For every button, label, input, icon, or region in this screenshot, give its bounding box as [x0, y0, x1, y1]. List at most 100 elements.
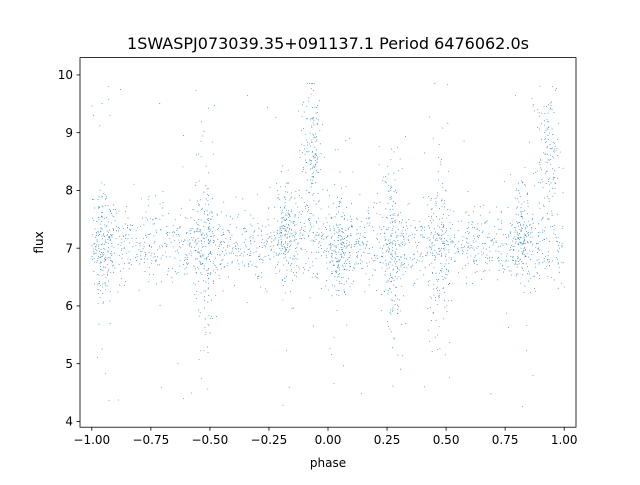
data-point — [432, 254, 434, 256]
data-point — [395, 243, 396, 245]
data-point — [287, 182, 288, 184]
data-point — [367, 210, 369, 212]
data-point — [257, 223, 259, 224]
data-point — [315, 182, 317, 184]
data-point — [151, 252, 153, 254]
data-point — [397, 256, 399, 257]
data-point — [532, 222, 534, 224]
data-point — [115, 230, 117, 232]
data-point — [539, 85, 541, 87]
data-point — [509, 250, 511, 251]
data-point — [249, 261, 251, 263]
data-point — [99, 189, 101, 191]
data-point — [486, 254, 488, 256]
data-point — [529, 259, 531, 260]
data-point — [149, 233, 151, 235]
data-point — [277, 254, 279, 256]
data-point — [185, 233, 187, 235]
data-point — [468, 221, 470, 223]
data-point — [408, 242, 410, 244]
data-point — [528, 270, 529, 272]
data-point — [542, 239, 544, 241]
data-point — [446, 239, 448, 241]
data-point — [542, 204, 544, 206]
data-point — [360, 244, 362, 246]
data-point — [311, 88, 313, 90]
data-point — [516, 207, 518, 209]
data-point — [515, 238, 516, 240]
data-point — [361, 267, 363, 269]
data-point — [479, 235, 480, 237]
data-point — [101, 228, 103, 230]
data-point — [331, 252, 333, 254]
data-point — [555, 256, 557, 258]
data-point — [99, 297, 101, 298]
data-point — [547, 129, 549, 131]
data-point — [335, 257, 336, 259]
x-tick-label: 0.75 — [492, 433, 519, 447]
data-point — [432, 272, 434, 273]
data-point — [393, 151, 395, 153]
data-point — [152, 219, 154, 221]
data-point — [205, 198, 207, 200]
data-point — [532, 375, 534, 377]
data-point — [547, 112, 549, 114]
data-point — [209, 212, 211, 214]
data-point — [289, 233, 291, 235]
data-point — [523, 237, 525, 239]
data-point — [345, 269, 347, 271]
data-point — [313, 137, 315, 139]
data-point — [203, 237, 205, 239]
data-point — [415, 246, 417, 248]
data-point — [281, 225, 283, 227]
data-point — [537, 252, 538, 253]
data-point — [270, 250, 272, 252]
data-point — [553, 150, 554, 152]
data-point — [231, 261, 233, 263]
data-point — [520, 247, 522, 249]
data-point — [169, 237, 171, 239]
data-point — [518, 201, 520, 203]
data-point — [209, 259, 211, 260]
data-point — [339, 242, 341, 244]
data-point — [104, 248, 106, 250]
data-point — [316, 171, 318, 173]
data-point — [203, 296, 205, 298]
data-point — [205, 290, 207, 292]
data-point — [159, 103, 161, 104]
data-point — [393, 256, 395, 258]
data-point — [467, 249, 468, 251]
data-point — [184, 273, 186, 275]
data-point — [417, 244, 418, 246]
data-point — [261, 229, 263, 231]
data-point — [339, 259, 341, 261]
data-point — [207, 227, 209, 228]
data-point — [326, 237, 327, 239]
data-point — [202, 255, 204, 257]
data-point — [142, 238, 144, 239]
data-point — [180, 240, 182, 242]
data-point — [304, 231, 306, 233]
data-point — [126, 226, 128, 228]
data-point — [299, 238, 301, 239]
data-point — [473, 242, 475, 243]
data-point — [462, 253, 463, 255]
data-point — [318, 172, 320, 173]
data-point — [555, 150, 557, 152]
data-point — [303, 238, 305, 240]
data-point — [497, 258, 499, 259]
data-point — [121, 254, 123, 255]
data-point — [203, 221, 205, 223]
data-point — [356, 252, 358, 253]
data-point — [453, 234, 455, 236]
data-point — [416, 278, 418, 280]
data-point — [206, 272, 208, 274]
data-point — [295, 234, 296, 235]
data-point — [93, 253, 95, 255]
data-point — [315, 140, 317, 142]
data-point — [287, 244, 288, 246]
data-point — [394, 179, 396, 181]
data-point — [485, 221, 487, 223]
data-point — [285, 214, 286, 216]
